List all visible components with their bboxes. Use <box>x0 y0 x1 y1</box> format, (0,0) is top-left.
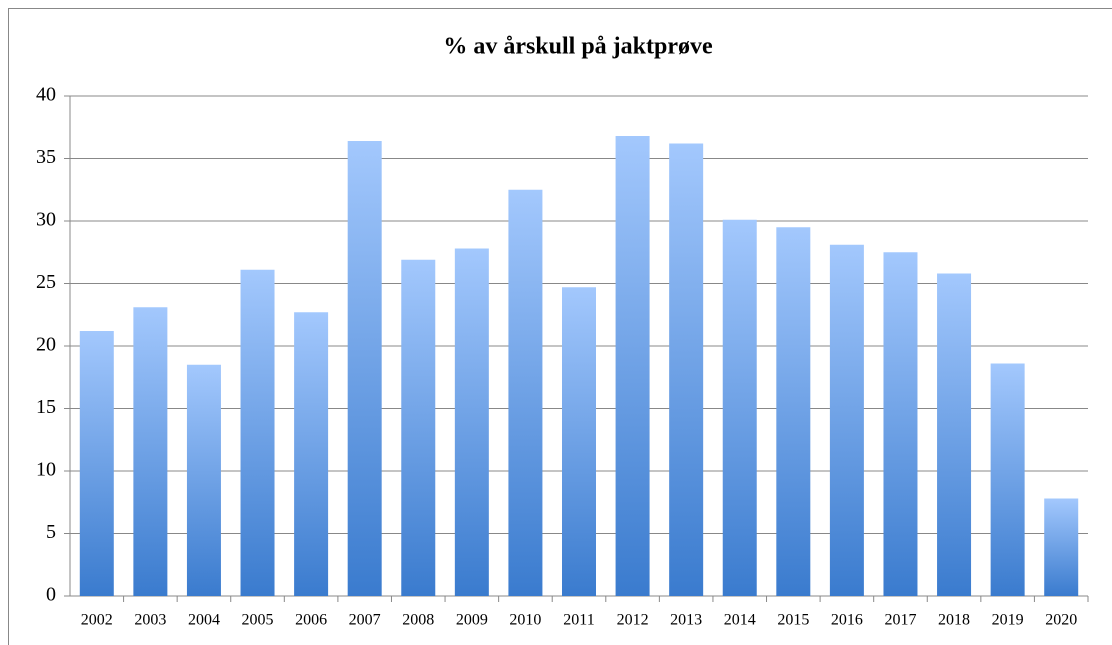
x-tick-label: 2017 <box>884 612 916 629</box>
bar <box>776 227 811 596</box>
bar <box>186 364 221 596</box>
x-tick-label: 2007 <box>349 612 381 629</box>
x-tick-label: 2003 <box>134 612 166 629</box>
chart-title: % av årskull på jaktprøve <box>443 34 713 60</box>
x-tick-label: 2020 <box>1045 612 1077 629</box>
x-tick-label: 2002 <box>81 612 113 629</box>
x-tick-label: 2011 <box>563 612 594 629</box>
bar <box>294 312 329 596</box>
x-tick-label: 2010 <box>509 612 541 629</box>
x-tick-label: 2015 <box>777 612 809 629</box>
bar <box>562 287 596 596</box>
bar <box>79 331 114 596</box>
y-tick-label: 20 <box>36 334 56 356</box>
y-tick-label: 15 <box>36 396 56 418</box>
bar <box>133 307 168 596</box>
y-tick-label: 5 <box>46 521 56 543</box>
x-tick-label: 2005 <box>242 612 274 629</box>
x-tick-label: 2016 <box>831 612 863 629</box>
bar <box>1044 498 1079 596</box>
bar <box>615 136 650 596</box>
y-tick-label: 25 <box>36 271 56 293</box>
x-tick-label: 2008 <box>402 612 434 629</box>
x-tick-label: 2018 <box>938 612 970 629</box>
x-tick-label: 2006 <box>295 612 327 629</box>
bar <box>347 141 382 596</box>
bar <box>669 143 704 596</box>
x-tick-label: 2009 <box>456 612 488 629</box>
x-tick-label: 2004 <box>188 612 220 629</box>
bar <box>937 273 972 596</box>
bar <box>883 252 918 596</box>
x-tick-label: 2013 <box>670 612 702 629</box>
y-tick-label: 35 <box>36 146 56 168</box>
y-tick-label: 30 <box>36 209 56 231</box>
bar <box>401 259 436 596</box>
bar <box>722 219 757 596</box>
y-tick-label: 10 <box>36 459 56 481</box>
x-tick-label: 2019 <box>992 612 1024 629</box>
chart-border <box>8 8 1112 645</box>
y-tick-label: 40 <box>36 84 56 106</box>
bar <box>508 189 543 596</box>
bar <box>240 269 275 596</box>
x-tick-label: 2014 <box>724 612 756 629</box>
y-tick-label: 0 <box>46 584 56 606</box>
bar <box>454 248 489 596</box>
bar <box>990 363 1025 596</box>
bar <box>829 244 864 596</box>
x-tick-label: 2012 <box>617 612 649 629</box>
